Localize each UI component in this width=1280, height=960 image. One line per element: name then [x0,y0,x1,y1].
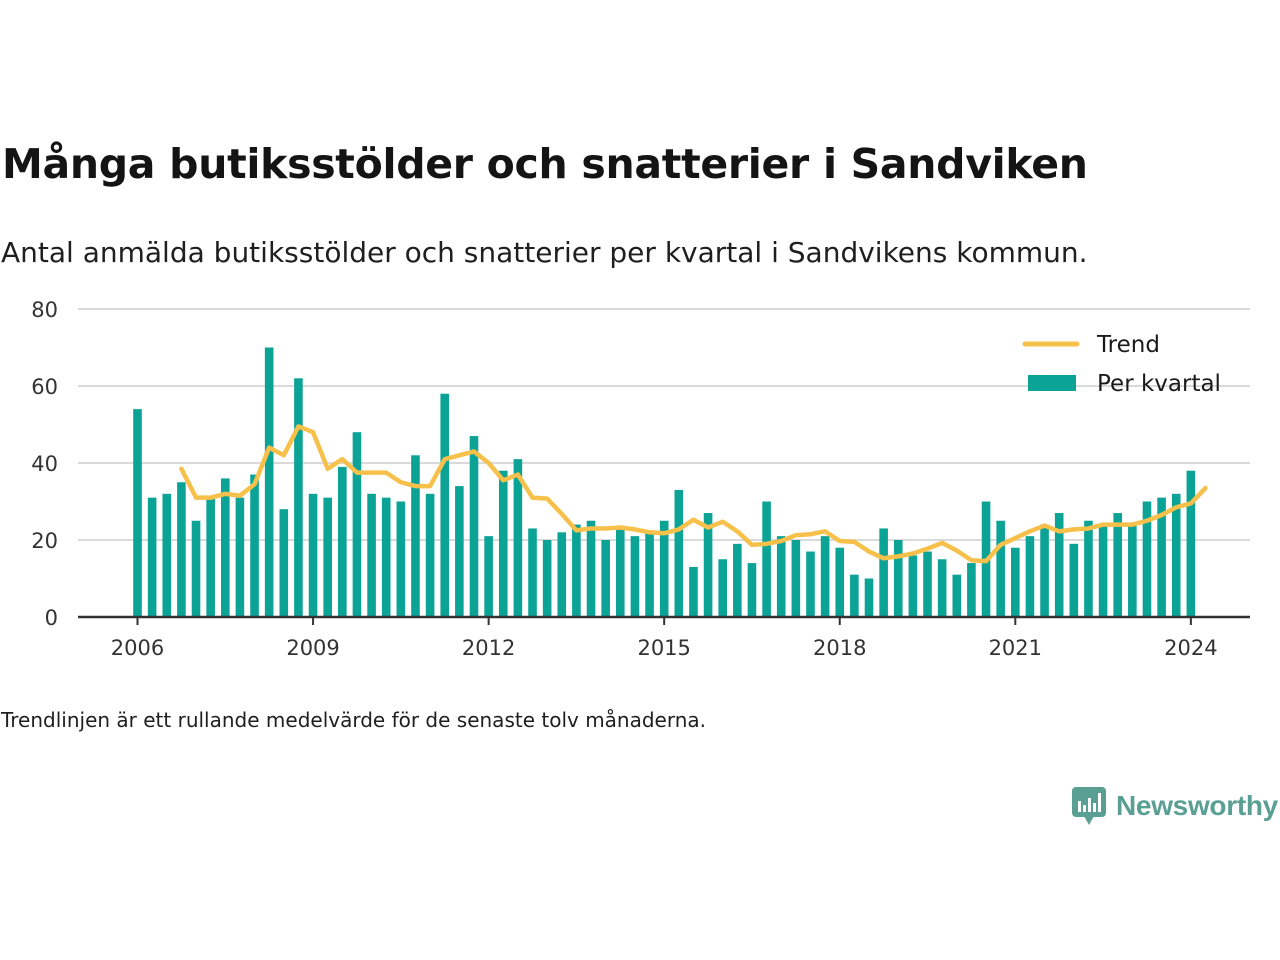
bar [411,455,420,617]
y-tick-label: 0 [45,606,58,630]
bar [630,536,640,617]
legend-swatch-per-kvartal [1028,375,1076,391]
bar [879,528,888,617]
bar [1171,493,1181,617]
bar [659,520,669,617]
bar [498,470,508,617]
bar [206,497,215,617]
bar [250,474,259,617]
bar [162,493,172,617]
bar [733,543,742,617]
bar [967,563,976,617]
x-tick-label: 2024 [1164,636,1217,660]
brand-name: Newsworthy [1116,790,1278,821]
bar [820,536,830,617]
bar [440,393,450,617]
bar [396,501,406,617]
y-tick-label: 80 [31,298,58,322]
legend-label-per-kvartal: Per kvartal [1097,371,1221,397]
bar [893,540,903,617]
bar [367,493,376,617]
legend-label-trend: Trend [1096,332,1160,358]
bar [937,559,947,617]
bar [850,574,859,617]
bar [1128,524,1137,617]
bar [294,378,303,617]
bar [1157,497,1166,617]
bar [528,528,537,617]
bar [747,563,757,617]
bar [762,501,771,617]
bar [279,509,289,617]
legend: Trend Per kvartal [1022,332,1221,397]
chart: 0 20 40 60 80 2006 2009 2012 2015 2018 2021 2024 Tr… [31,298,1250,660]
bar [1054,513,1064,617]
bar [235,497,245,617]
x-tick-label: 2015 [637,636,690,660]
bar [352,432,362,617]
bar [1040,524,1049,617]
chart-title: Många butiksstölder och snatterier i San… [2,140,1088,188]
bar [191,520,201,617]
bar [791,540,801,617]
bar [923,551,932,617]
trend-line [179,424,1208,564]
y-tick-label: 40 [31,452,58,476]
trend-line-layer [179,424,1208,564]
bar [718,559,727,617]
bar [586,520,596,617]
bar [557,532,567,617]
x-tick-label: 2012 [462,636,515,660]
bar [1186,470,1196,617]
bar [1142,501,1152,617]
bar [1098,524,1108,617]
bar [864,578,874,617]
bar [1069,543,1079,617]
bars [133,347,1196,617]
y-tick-label: 20 [31,529,58,553]
bar [425,493,435,617]
bar [147,497,157,617]
bar [133,409,142,617]
bar [513,459,523,617]
bar [908,555,918,617]
bar [601,540,610,617]
bar [1025,536,1035,617]
axes: 0 20 40 60 80 2006 2009 2012 2015 2018 2021 2024 [31,298,1250,660]
bar [996,520,1005,617]
y-tick-label: 60 [31,375,58,399]
newsworthy-logo-icon [1072,787,1106,825]
bar [469,436,479,617]
x-tick-label: 2006 [111,636,164,660]
bar [703,513,713,617]
x-tick-label: 2018 [813,636,866,660]
brand-logo: Newsworthy [1072,784,1278,828]
bar [689,566,698,617]
x-tick-label: 2009 [286,636,339,660]
x-tick-label: 2021 [989,636,1042,660]
bar [542,540,552,617]
bar [1011,547,1020,617]
bar [177,482,186,617]
bar [323,497,332,617]
bar [381,497,391,617]
bar [308,493,318,617]
bar [1084,520,1093,617]
bar [338,466,347,617]
bar [220,478,230,617]
bar [615,528,625,617]
bar [952,574,962,617]
bar [835,547,845,617]
bar [645,532,654,617]
chart-subtitle: Antal anmälda butiksstölder och snatteri… [1,236,1088,269]
bar [674,489,684,617]
bar [484,536,493,617]
bar [572,524,581,617]
bar [1113,513,1123,617]
footnote: Trendlinjen är ett rullande medelvärde f… [1,708,707,732]
bar [455,486,464,617]
bar [806,551,815,617]
bar [776,536,786,617]
bar [264,347,274,617]
